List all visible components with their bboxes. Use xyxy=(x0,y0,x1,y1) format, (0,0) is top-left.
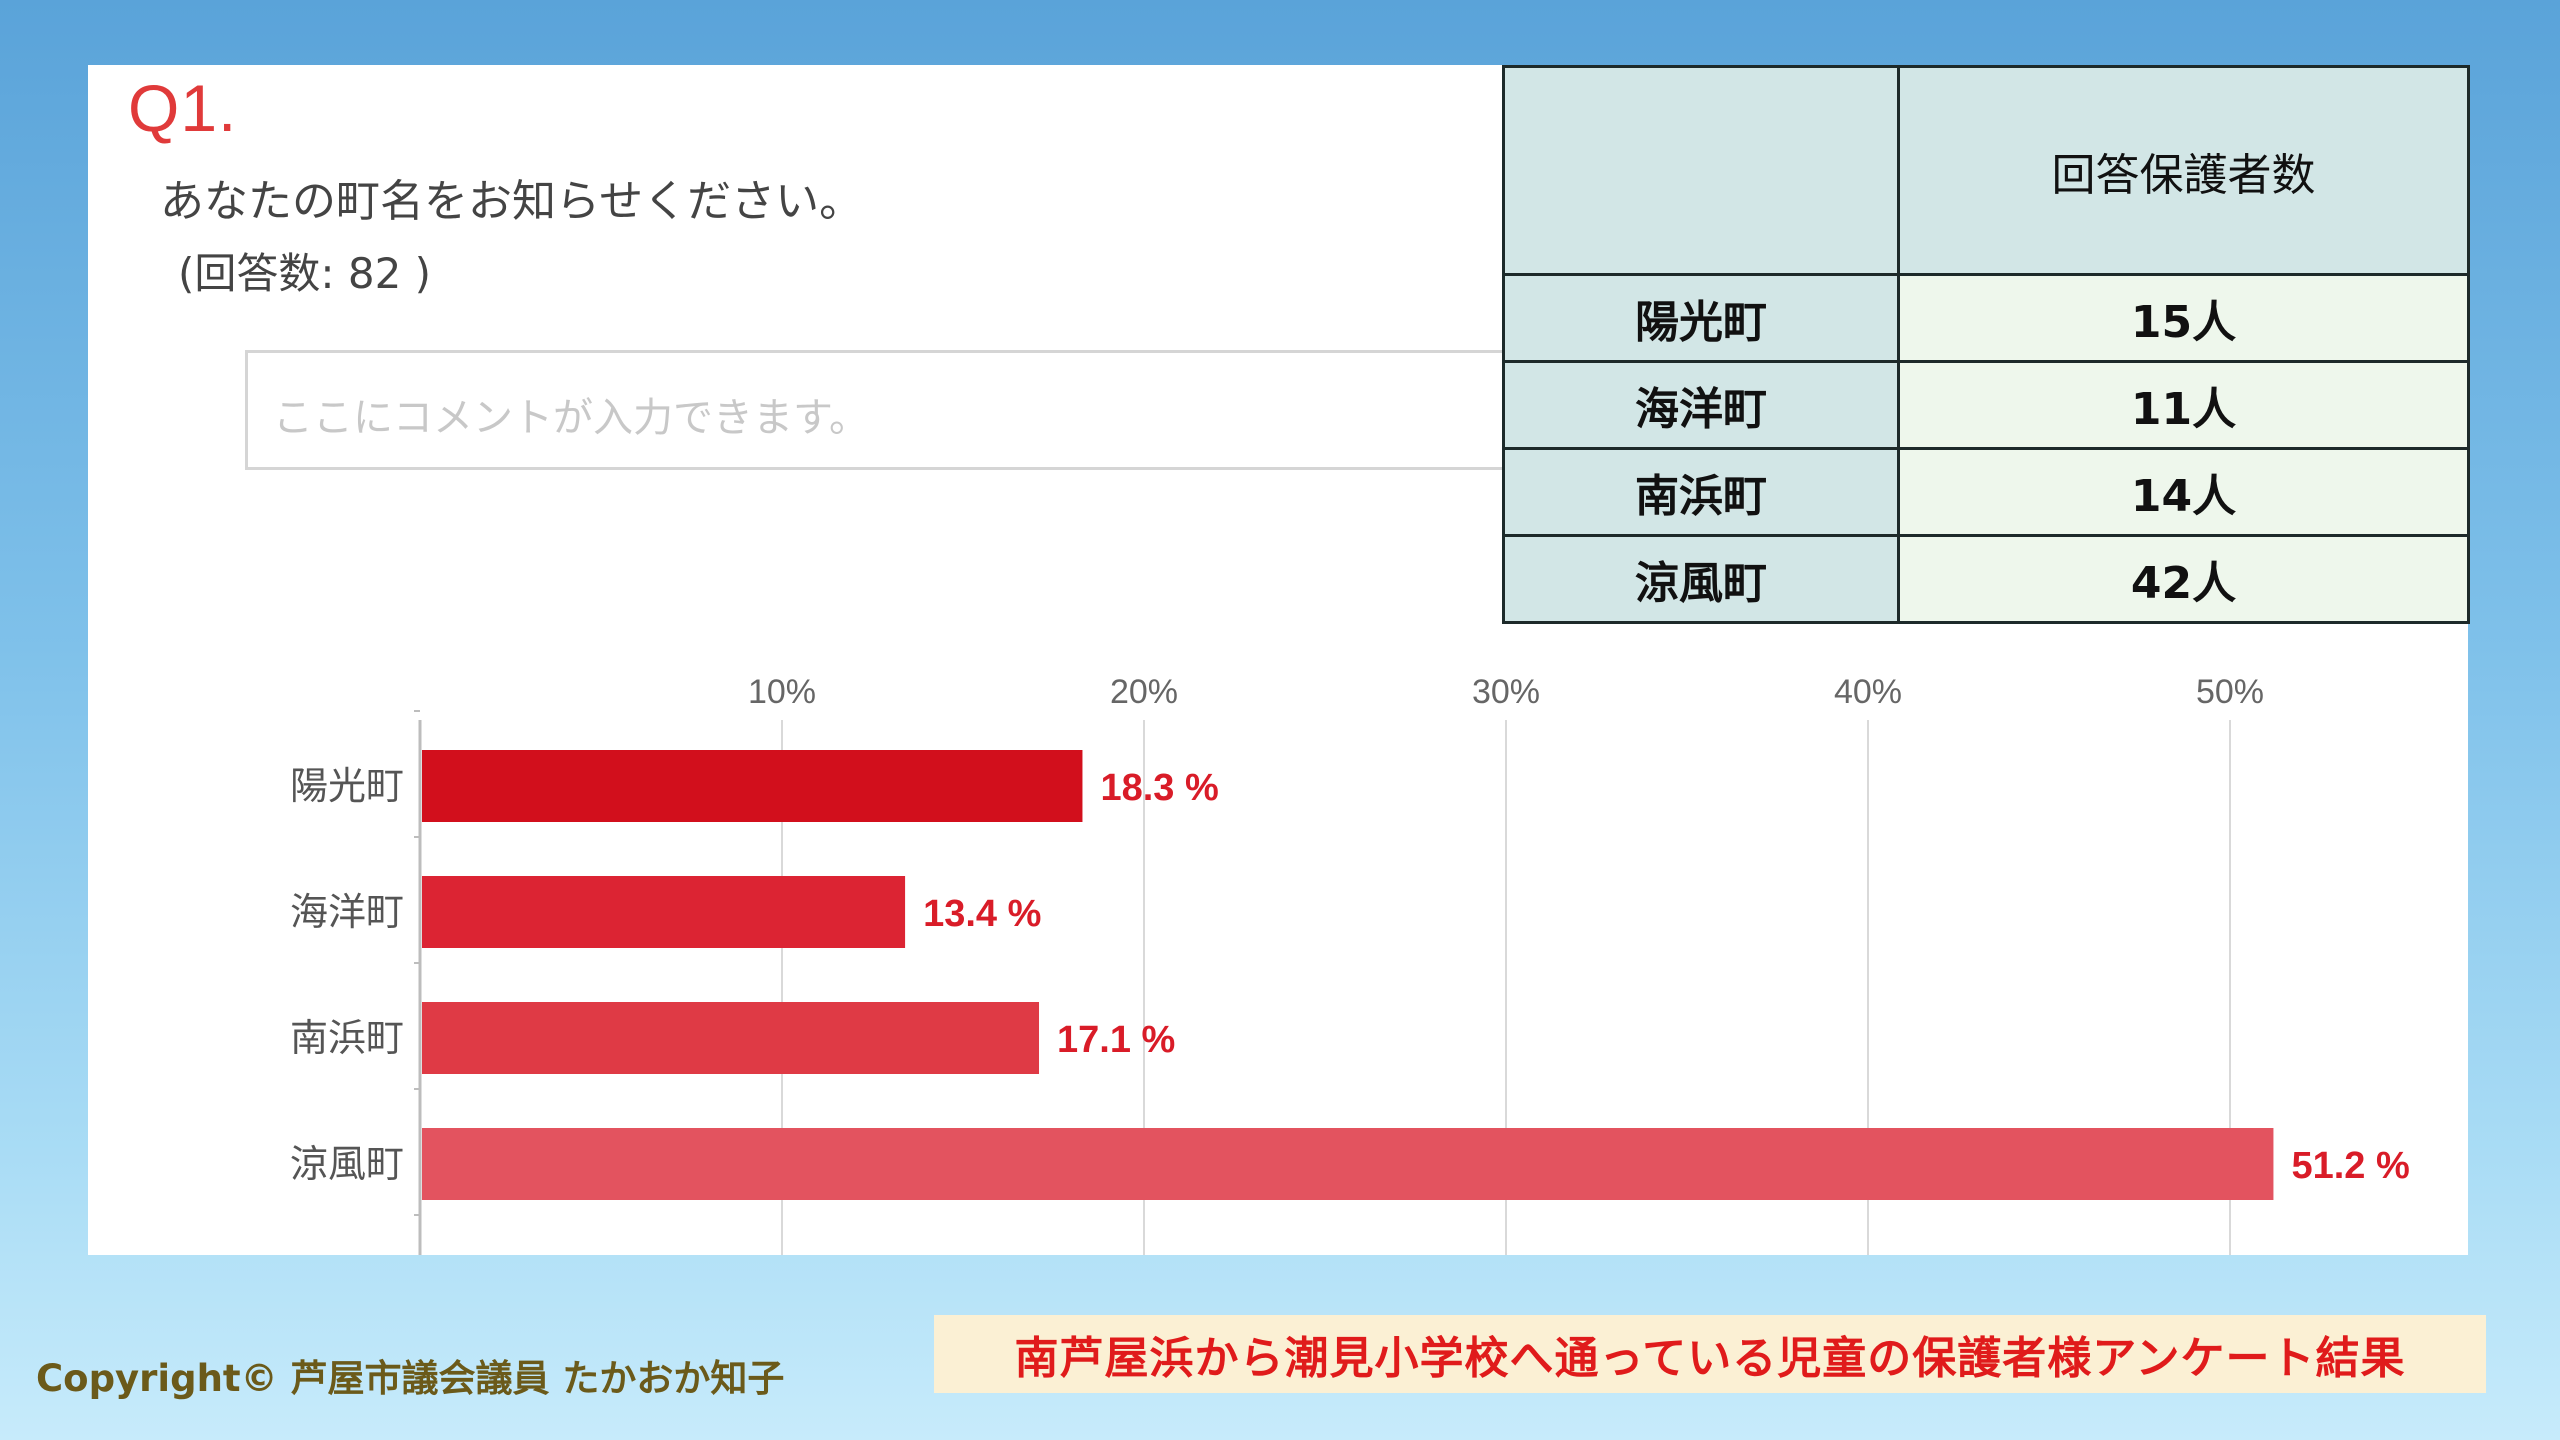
response-count: (回答数: 82 ) xyxy=(178,249,432,298)
table-row: 涼風町 42人 xyxy=(1502,534,2470,624)
table-header-count: 回答保護者数 xyxy=(1897,65,2470,276)
x-tick-label: 50% xyxy=(2196,673,2264,711)
x-tick-label: 20% xyxy=(1110,673,1178,711)
table-town: 涼風町 xyxy=(1502,534,1900,624)
table-count: 14人 xyxy=(1897,447,2470,537)
comment-placeholder: ここにコメントが入力できます。 xyxy=(273,395,869,441)
table-count: 11人 xyxy=(1897,360,2470,450)
table-corner-cell xyxy=(1502,65,1900,276)
category-label: 陽光町 xyxy=(290,764,404,808)
category-label: 海洋町 xyxy=(290,890,404,934)
table-town: 南浜町 xyxy=(1502,447,1900,537)
table-header-row: 回答保護者数 xyxy=(1502,65,2470,276)
data-label: 17.1 % xyxy=(1057,1019,1175,1061)
data-label: 51.2 % xyxy=(2291,1145,2409,1187)
comment-input[interactable]: ここにコメントが入力できます。 xyxy=(245,350,1505,470)
table-row: 南浜町 14人 xyxy=(1502,447,2470,537)
copyright-text: Copyright© 芦屋市議会議員 たかおか知子 xyxy=(36,1357,785,1400)
table-row: 海洋町 11人 xyxy=(1502,360,2470,450)
survey-title-banner: 南芦屋浜から潮見小学校へ通っている児童の保護者様アンケート結果 xyxy=(934,1315,2486,1393)
question-number: Q1. xyxy=(128,71,238,145)
category-label: 南浜町 xyxy=(290,1016,404,1060)
table-count: 15人 xyxy=(1897,273,2470,363)
data-label: 18.3 % xyxy=(1100,767,1218,809)
x-tick-label: 30% xyxy=(1472,673,1540,711)
table-town: 海洋町 xyxy=(1502,360,1900,450)
table-row: 陽光町 15人 xyxy=(1502,273,2470,363)
x-tick-label: 40% xyxy=(1834,673,1902,711)
table-town: 陽光町 xyxy=(1502,273,1900,363)
table-count: 42人 xyxy=(1897,534,2470,624)
data-label: 13.4 % xyxy=(923,893,1041,935)
bar xyxy=(422,1002,1040,1074)
x-tick-label: 10% xyxy=(748,673,816,711)
bar xyxy=(422,1128,2274,1200)
category-label: 涼風町 xyxy=(290,1142,404,1186)
respondent-table: 回答保護者数 陽光町 15人 海洋町 11人 南浜町 14人 涼風町 42人 xyxy=(1502,65,2470,624)
bar xyxy=(422,750,1083,822)
question-text: あなたの町名をお知らせください。 xyxy=(160,176,864,227)
bar xyxy=(422,876,906,948)
